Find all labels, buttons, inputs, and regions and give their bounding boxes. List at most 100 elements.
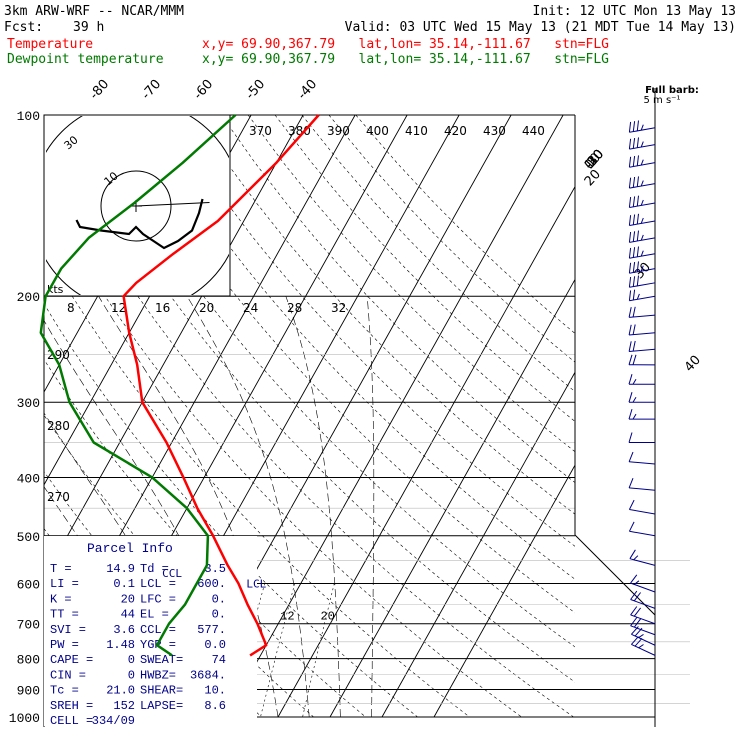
isotherm-line: [225, 115, 564, 718]
wind-barb-feather: [632, 340, 636, 352]
parcel-field-label: TT =: [50, 608, 79, 622]
speed-tick-label: 28: [287, 301, 302, 315]
wind-barb: [628, 521, 656, 537]
isotherm-label-top: -60: [191, 77, 216, 103]
dry-adiabat-line: [328, 115, 575, 363]
legend-dewpoint-info: x,y= 69.90,367.79 lat,lon= 35.14,-111.67…: [202, 52, 609, 67]
theta-label: 420: [444, 124, 467, 138]
parcel-field-value: 0: [128, 653, 135, 667]
wind-barb-feather: [640, 217, 644, 224]
parcel-field-label: Tc =: [50, 684, 79, 698]
wind-barb-shaft: [630, 614, 656, 625]
wind-barb: [628, 155, 656, 168]
isotherm-line: [329, 278, 575, 718]
wind-barb-feather: [636, 230, 639, 242]
wind-barb-feather: [631, 626, 639, 635]
wind-barb-feather: [628, 215, 632, 226]
wind-barb: [628, 392, 656, 403]
parcel-field-value: 0.: [212, 592, 226, 606]
barb-key-title: Full barb:: [645, 85, 699, 96]
parcel-field-value: 74: [212, 653, 226, 667]
wind-barb-feather: [640, 199, 644, 206]
model-title: 3km ARW-WRF -- NCAR/MMM: [4, 4, 184, 19]
isotherm-label-top: -80: [87, 77, 112, 103]
parcel-field-value: 20: [121, 592, 135, 606]
wind-barb-feather: [632, 196, 636, 207]
isotherm-line: [44, 115, 304, 579]
wind-barb-feather: [636, 155, 639, 166]
speed-tick-label: 8: [67, 301, 75, 315]
wind-barb-feather: [632, 247, 636, 258]
wind-barb: [628, 137, 656, 150]
parcel-field-value: 3.5: [204, 562, 226, 576]
wind-barb-feather: [632, 176, 636, 188]
wind-barb-feather: [636, 195, 639, 207]
parcel-info-background: [44, 536, 257, 726]
wind-barb-feather: [636, 293, 640, 300]
wind-barb-feather: [628, 354, 633, 365]
theta-e-label: 270: [47, 490, 70, 504]
wind-barb-feather: [636, 137, 639, 148]
wind-barb-feather: [628, 156, 632, 168]
wind-barb: [628, 230, 656, 243]
pressure-tick-label: 1000: [9, 711, 40, 726]
speed-tick-label: 24: [243, 301, 258, 315]
mixing-ratio-label: 12: [280, 610, 294, 624]
parcel-field-value: 10.: [204, 684, 226, 698]
wind-barb-feather: [628, 231, 632, 243]
dry-adiabat-line: [220, 115, 575, 483]
wind-barb-feather: [640, 159, 644, 166]
parcel-field-label: LAPSE=: [140, 699, 183, 713]
wind-barb-feather: [634, 637, 643, 647]
parcel-field-label: HWBZ=: [140, 668, 176, 682]
moist-adiabat-line: [366, 296, 375, 717]
wind-barb-shaft: [629, 530, 656, 537]
wind-barb-feather: [628, 341, 632, 352]
parcel-field-label: PW =: [50, 638, 79, 652]
isotherm-label-top: -70: [139, 77, 164, 103]
speed-tick-label: 20: [199, 301, 214, 315]
legend-temperature-info: x,y= 69.90,367.79 lat,lon= 35.14,-111.67…: [202, 37, 609, 52]
wind-barb-feather: [632, 121, 636, 132]
parcel-field-value: 3.6: [113, 623, 135, 637]
wind-barb-feather: [636, 120, 639, 131]
parcel-field-value: 3684.: [190, 668, 226, 682]
wind-barb-feather: [628, 177, 632, 189]
wind-barb-feather: [640, 124, 644, 131]
wind-barbs: [628, 120, 656, 656]
wind-barb-feather: [632, 156, 636, 167]
parcel-field-label: SHEAR=: [140, 684, 183, 698]
parcel-field-value: 44: [121, 608, 135, 622]
wind-barb-feather: [640, 234, 644, 241]
parcel-field-value: 0.: [212, 608, 226, 622]
wind-barb-feather: [632, 138, 636, 149]
wind-barb-feather: [633, 592, 641, 602]
wind-barb-feather: [640, 141, 644, 148]
wind-barb-feather: [628, 521, 635, 532]
wind-barb: [628, 275, 656, 288]
pressure-tick-label: 300: [17, 396, 40, 411]
parcel-field-value: 0.1: [113, 577, 135, 591]
isotherm-label-top: -50: [243, 77, 268, 103]
wind-barb-feather: [632, 324, 636, 335]
wind-barb: [628, 195, 656, 208]
wind-barb: [628, 289, 656, 302]
temperature-trace: [122, 114, 320, 657]
wind-barb: [628, 176, 656, 189]
forecast-hour: 39 h: [73, 20, 104, 35]
parcel-field-label: LI =: [50, 577, 79, 591]
mixing-ratio-label: 20: [320, 610, 334, 624]
wind-barb: [628, 354, 656, 366]
parcel-field-label: LFC =: [140, 592, 176, 606]
pressure-tick-label: 600: [17, 577, 40, 592]
wind-barb-feather: [628, 432, 633, 443]
wind-barb-feather: [628, 451, 634, 462]
wind-barb: [628, 340, 656, 352]
parcel-field-label: K =: [50, 592, 72, 606]
wind-barb-feather: [628, 197, 632, 208]
parcel-field-label: SVI =: [50, 623, 86, 637]
legend-dewpoint: Dewpoint temperature: [7, 52, 164, 67]
